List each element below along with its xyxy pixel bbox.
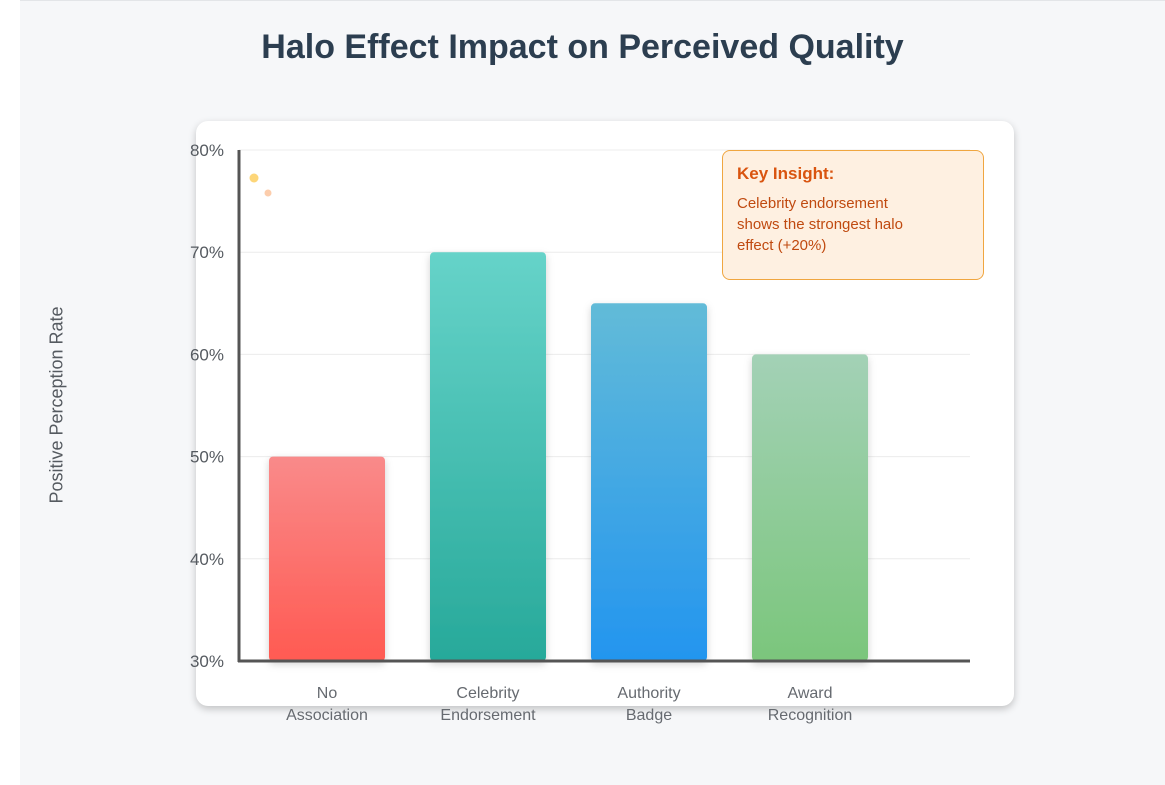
bar-award-recognition (752, 354, 868, 661)
bar-authority-badge (591, 303, 707, 661)
y-tick-label: 70% (190, 243, 224, 262)
bar-celebrity-endorsement (430, 252, 546, 661)
key-insight-callout: Key Insight: Celebrity endorsement shows… (722, 150, 984, 280)
axes (237, 150, 970, 663)
x-tick-label: Recognition (768, 707, 853, 724)
x-tick-label: Association (286, 707, 368, 724)
y-tick-label: 30% (190, 652, 224, 671)
x-tick-label: Celebrity (456, 685, 519, 702)
x-tick-label: Authority (617, 685, 680, 702)
x-tick-label: Endorsement (440, 707, 536, 724)
y-tick-label: 80% (190, 141, 224, 160)
tick-labels: 30% 40% 50% 60% 70% 80% No Association Celebrity… (190, 141, 852, 724)
x-tick-label: Badge (626, 707, 672, 724)
bar-no-association (269, 456, 385, 661)
decorative-dot (264, 189, 272, 197)
insight-title: Key Insight: (737, 164, 835, 183)
x-tick-label: Award (787, 685, 832, 702)
y-tick-label: 50% (190, 448, 224, 467)
insight-text: Celebrity endorsement shows the stronges… (737, 195, 903, 254)
bars (269, 252, 868, 661)
x-tick-label: No (317, 685, 338, 702)
y-tick-label: 40% (190, 550, 224, 569)
decorative-dot (249, 173, 259, 183)
y-tick-label: 60% (190, 345, 224, 364)
chart-title: Halo Effect Impact on Perceived Quality (261, 28, 904, 66)
